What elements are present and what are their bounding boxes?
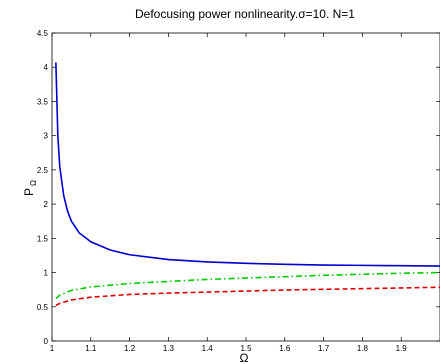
x-axis-label: Ω [240,351,249,364]
x-tick-label: 1.7 [318,344,330,353]
x-tick-label: 1.6 [279,344,291,353]
y-tick-label: 2 [44,200,49,209]
x-tick-label: 1 [50,344,55,353]
series-line-solid-blue [55,62,440,267]
chart-title: Defocusing power nonlinearity.σ=10. N=1 [135,7,355,21]
y-tick-label: 0 [44,337,49,346]
series-group [55,62,440,307]
x-tick-label: 1.1 [85,344,97,353]
plot-frame [51,32,440,342]
y-tick-label: 3.5 [37,97,49,106]
y-tick-label: 1 [44,269,49,278]
y-tick-label: 3 [44,132,49,141]
y-axis-label-subscript: Ω [29,180,38,186]
series-line-dashed-red [55,286,440,307]
y-tick-label: 1.5 [37,234,49,243]
y-tick-label: 0.5 [37,303,49,312]
x-tick-label: 1.5 [240,344,252,353]
x-tick-label: 1.2 [124,344,136,353]
y-axis-label-main: P [22,188,36,196]
y-tick-label: 4 [44,63,49,72]
y-tick-label: 4.5 [37,29,49,38]
x-tick-label: 1.8 [357,344,369,353]
x-axis: 1 1.1 1.2 1.3 1.4 1.5 1.6 1.7 1.8 1.9 [50,33,408,353]
series-line-dashdot-green [55,271,440,300]
y-axis-label: PΩ [22,180,38,196]
x-tick-label: 1.4 [202,344,214,353]
y-tick-label: 2.5 [37,166,49,175]
x-tick-label: 1.9 [396,344,408,353]
y-axis: 0 0.5 1 1.5 2 2.5 3 3.5 4 4.5 [37,29,440,346]
x-tick-label: 1.3 [163,344,175,353]
